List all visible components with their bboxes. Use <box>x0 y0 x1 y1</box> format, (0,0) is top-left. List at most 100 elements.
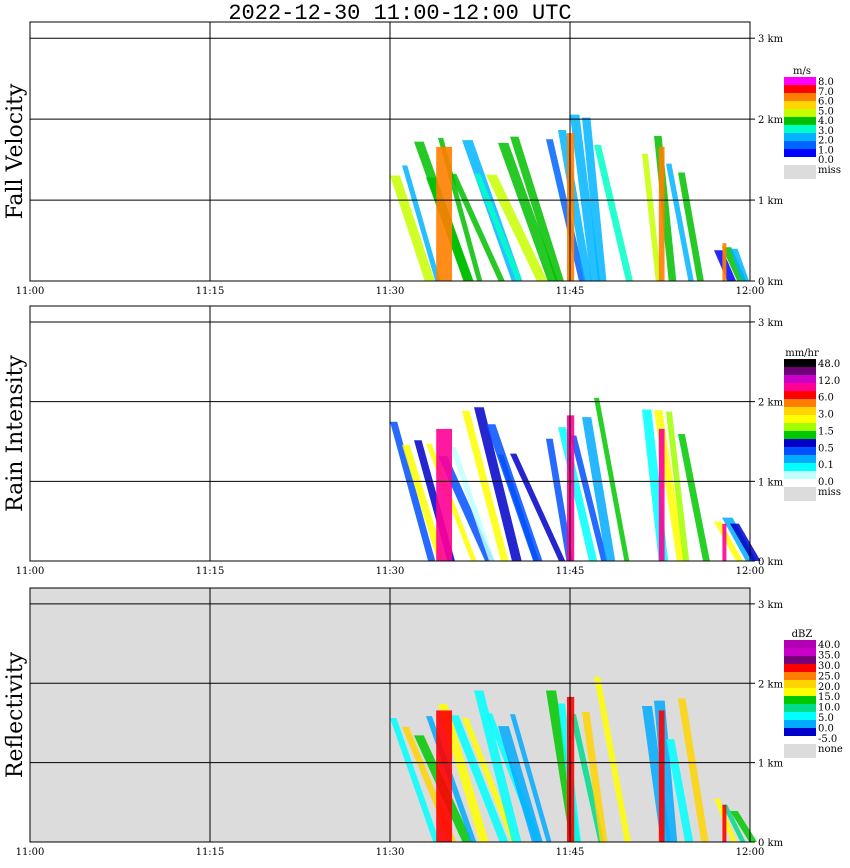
colorbar-label: 20.0 <box>818 682 840 693</box>
echo-streak <box>390 717 440 842</box>
colorbar-label: 3.0 <box>818 126 834 137</box>
echo-streak <box>510 714 552 842</box>
y-tick-label: 3 km <box>758 600 784 611</box>
x-tick-label: 11:45 <box>556 566 585 577</box>
x-tick-label: 11:15 <box>196 286 225 297</box>
colorbar-missing-label: miss <box>818 487 841 498</box>
echo-region <box>546 114 633 281</box>
x-tick-label: 11:45 <box>556 286 585 297</box>
colorbar-unit: dBZ <box>792 629 813 640</box>
echo-core <box>722 523 727 561</box>
colorbar-label: 25.0 <box>818 671 840 682</box>
plot-frame <box>29 587 751 843</box>
echo-streak <box>462 717 518 842</box>
colorbar-label: 0.5 <box>818 443 834 454</box>
colorbar-swatch <box>784 439 816 447</box>
echo-streak <box>714 521 743 561</box>
echo-streak <box>462 410 509 561</box>
echo-region <box>714 517 761 561</box>
echo-streak <box>450 173 505 281</box>
colorbar-label: 7.0 <box>818 87 834 98</box>
echo-core <box>436 710 453 842</box>
panel-rain-intensity: 11:00 11:15 11:30 11:45 12:000 km 1 km 2 km 3 k… <box>3 305 841 577</box>
echo-streak <box>510 136 565 281</box>
colorbar-swatch <box>784 367 816 375</box>
colorbar-label: 30.0 <box>818 661 840 672</box>
colorbar-label: 0.0 <box>818 155 834 166</box>
colorbar-swatch <box>784 447 816 455</box>
echo-core <box>567 133 575 281</box>
colorbar-swatch <box>784 77 816 85</box>
echo-streak <box>582 117 607 281</box>
colorbar-swatch <box>784 471 816 479</box>
x-tick-label: 11:30 <box>376 286 405 297</box>
colorbar-label: 35.0 <box>818 650 840 661</box>
colorbar-swatch <box>784 463 816 471</box>
echo-streak <box>570 114 601 281</box>
echo-core <box>658 146 665 281</box>
x-tick-label: 11:45 <box>556 847 585 858</box>
echo-core <box>658 710 665 842</box>
colorbar-label: 15.0 <box>818 692 840 703</box>
colorbar-label: 4.0 <box>818 116 834 127</box>
colorbar-swatch <box>784 133 816 141</box>
y-axis-label: Rain Intensity <box>3 354 28 511</box>
colorbar-label: 2.0 <box>818 136 834 147</box>
colorbar-swatch <box>784 431 816 439</box>
colorbar-swatch <box>784 149 816 157</box>
echo-streak <box>570 435 608 561</box>
x-tick-label: 11:00 <box>16 286 45 297</box>
colorbar-swatch <box>784 407 816 415</box>
colorbar-label: 8.0 <box>818 77 834 88</box>
echo-region <box>546 677 631 842</box>
colorbar-unit: m/s <box>793 66 811 77</box>
colorbar-unit: mm/hr <box>785 348 819 359</box>
y-tick-label: 3 km <box>758 318 784 329</box>
colorbar-label: 12.0 <box>818 376 840 387</box>
echo-core <box>436 146 453 281</box>
y-tick-label: 1 km <box>758 759 784 770</box>
echo-streak <box>402 444 446 561</box>
echo-core <box>722 804 727 842</box>
colorbar-swatch <box>784 664 816 672</box>
y-tick-label: 1 km <box>758 477 784 488</box>
colorbar-swatch <box>784 720 816 728</box>
echo-streak <box>402 165 441 281</box>
colorbar-swatch <box>784 640 816 648</box>
colorbar-swatch <box>784 375 816 383</box>
x-tick-label: 11:00 <box>16 566 45 577</box>
colorbar: dBZ 40.035.030.025.020.015.010.05.00.0-5.… <box>784 629 843 758</box>
echo-streak <box>486 174 548 281</box>
colorbar-label: 5.0 <box>818 106 834 117</box>
echo-core <box>436 428 453 561</box>
y-tick-label: 0 km <box>758 557 784 568</box>
plot-frame <box>29 305 751 562</box>
colorbar-missing-swatch <box>784 487 816 501</box>
x-tick-label: 11:00 <box>16 847 45 858</box>
echo-region <box>642 698 709 842</box>
echo-core <box>567 696 575 842</box>
colorbar-label: 3.0 <box>818 410 834 421</box>
colorbar-swatch <box>784 423 816 431</box>
y-tick-label: 2 km <box>758 398 784 409</box>
colorbar-swatch <box>784 93 816 101</box>
echo-region <box>642 409 710 561</box>
colorbar-missing-swatch <box>784 744 816 758</box>
colorbar-label: 40.0 <box>818 640 840 651</box>
colorbar-swatch <box>784 728 816 736</box>
colorbar-swatch <box>784 391 816 399</box>
echo-streak <box>642 153 662 281</box>
x-tick-label: 11:15 <box>196 847 225 858</box>
x-tick-label: 11:30 <box>376 847 405 858</box>
echo-streak <box>666 739 694 842</box>
echo-region <box>714 243 750 281</box>
colorbar-label: 0.0 <box>818 477 834 488</box>
colorbar-swatch <box>784 383 816 391</box>
echo-streak <box>730 248 750 281</box>
colorbar-swatch <box>784 704 816 712</box>
y-tick-label: 1 km <box>758 196 784 207</box>
echo-streak <box>546 139 586 281</box>
